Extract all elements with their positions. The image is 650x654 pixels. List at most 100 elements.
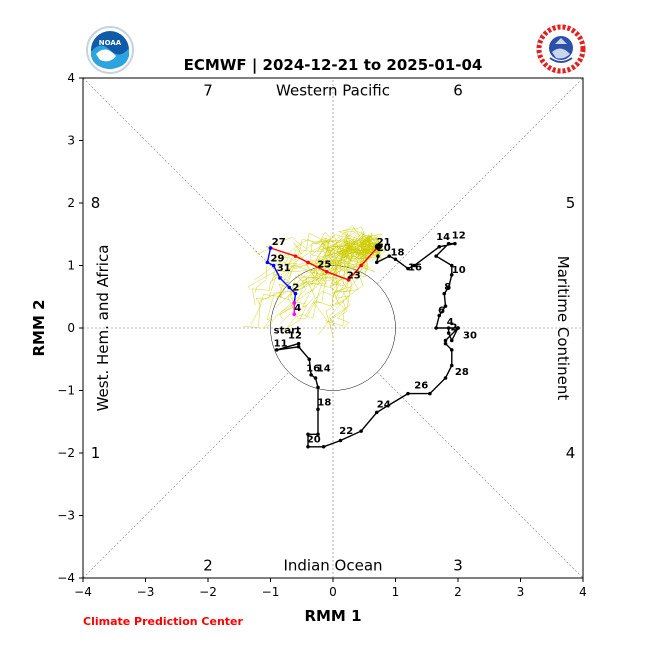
y-tick-label: −4 [57,571,75,585]
point-label: 16 [408,262,422,273]
series-point [437,244,442,249]
point-label: 4 [447,317,454,328]
series-point [446,326,451,330]
chart-title: ECMWF | 2024-12-21 to 2025-01-04 [184,56,483,75]
series-point [287,285,292,290]
unit-circle [270,265,396,391]
ensemble-member-line [317,246,384,336]
ensemble-member-line [322,227,379,265]
point-label: 18 [317,397,331,408]
series-point [449,263,454,268]
series-point [428,391,432,396]
series-point [265,260,270,265]
point-label: 30 [463,331,477,342]
region-label-top: Western Pacific [276,82,390,100]
y-axis-label: RMM 2 [30,299,48,356]
y-tick-label: 0 [67,321,75,335]
y-tick-label: 3 [67,134,75,148]
point-label: 14 [436,232,450,243]
series-point [313,376,318,380]
series-point [359,429,363,433]
phase-number: 6 [453,82,463,100]
series-point [449,273,454,277]
antidiagonal-line [376,371,584,579]
series-point [374,260,379,265]
series-point [406,391,410,396]
series-point [307,357,312,362]
ensemble-member-line [329,246,384,307]
series-point [316,407,320,412]
x-tick-label: 4 [579,585,587,599]
series-0: start11121416182022242628302468101214161… [274,231,477,449]
x-tick-label: 3 [517,585,525,599]
series-point [296,344,301,349]
point-label: 23 [347,271,361,282]
point-label: 20 [307,434,321,445]
point-label: 12 [288,331,302,342]
phase-number: 5 [566,194,576,212]
series-point [446,241,451,246]
y-tick-label: 4 [67,71,75,85]
series-point [449,348,454,352]
series-point [306,444,310,449]
ensemble-member-line [254,234,379,280]
series-point [292,301,297,305]
series-point [309,373,313,377]
diagonal-line [376,77,584,285]
ensemble-member-line [276,238,379,308]
point-label: 21 [377,237,391,248]
point-label: start [274,326,301,337]
series-point [449,363,454,368]
point-label: 22 [339,426,353,437]
point-label: 6 [438,306,445,317]
series-point [387,254,392,258]
series-point [406,266,410,271]
series-point [443,338,448,343]
series-point [306,260,310,265]
point-label: 2 [292,282,299,293]
antidiagonal-line [82,77,290,285]
series-point [443,341,448,346]
point-label: 20 [377,243,391,254]
point-label: 8 [444,282,451,293]
point-label: 18 [391,247,405,258]
series-point [316,385,320,390]
ensemble-member-line [328,234,379,271]
series-point [374,410,379,415]
point-label: 29 [271,254,285,265]
phase-number: 4 [566,444,576,462]
ensemble-member-line [331,239,382,289]
series-point [456,326,460,330]
series-point [274,348,279,352]
x-tick-label: −3 [137,585,155,599]
x-tick-label: 2 [454,585,462,599]
region-label-right: Maritime Continent [554,256,572,401]
series-point [338,438,343,443]
point-label: 16 [306,364,320,375]
x-axis-label: RMM 1 [304,607,361,625]
point-label: 25 [317,259,331,270]
series-point [268,246,273,250]
series-point [434,254,438,258]
series-point [453,241,457,246]
x-tick-label: −2 [199,585,217,599]
series-point [376,254,380,258]
series-point [446,285,451,290]
forecast-start-marker [374,243,382,250]
series-point [443,376,448,380]
region-label-bottom: Indian Ocean [283,557,382,575]
series-point [434,326,438,330]
x-tick-label: −4 [74,585,92,599]
series-point [271,263,276,268]
series-point [412,263,417,268]
series-point [324,269,329,274]
point-label: 31 [277,263,291,274]
y-tick-label: −1 [57,384,75,398]
x-tick-label: −1 [262,585,280,599]
series-point [293,291,298,296]
point-label: 14 [317,364,331,375]
series-point [449,338,454,343]
plot-area: start11121416182022242628302468101214161… [57,71,587,599]
point-label: 2 [451,322,458,333]
